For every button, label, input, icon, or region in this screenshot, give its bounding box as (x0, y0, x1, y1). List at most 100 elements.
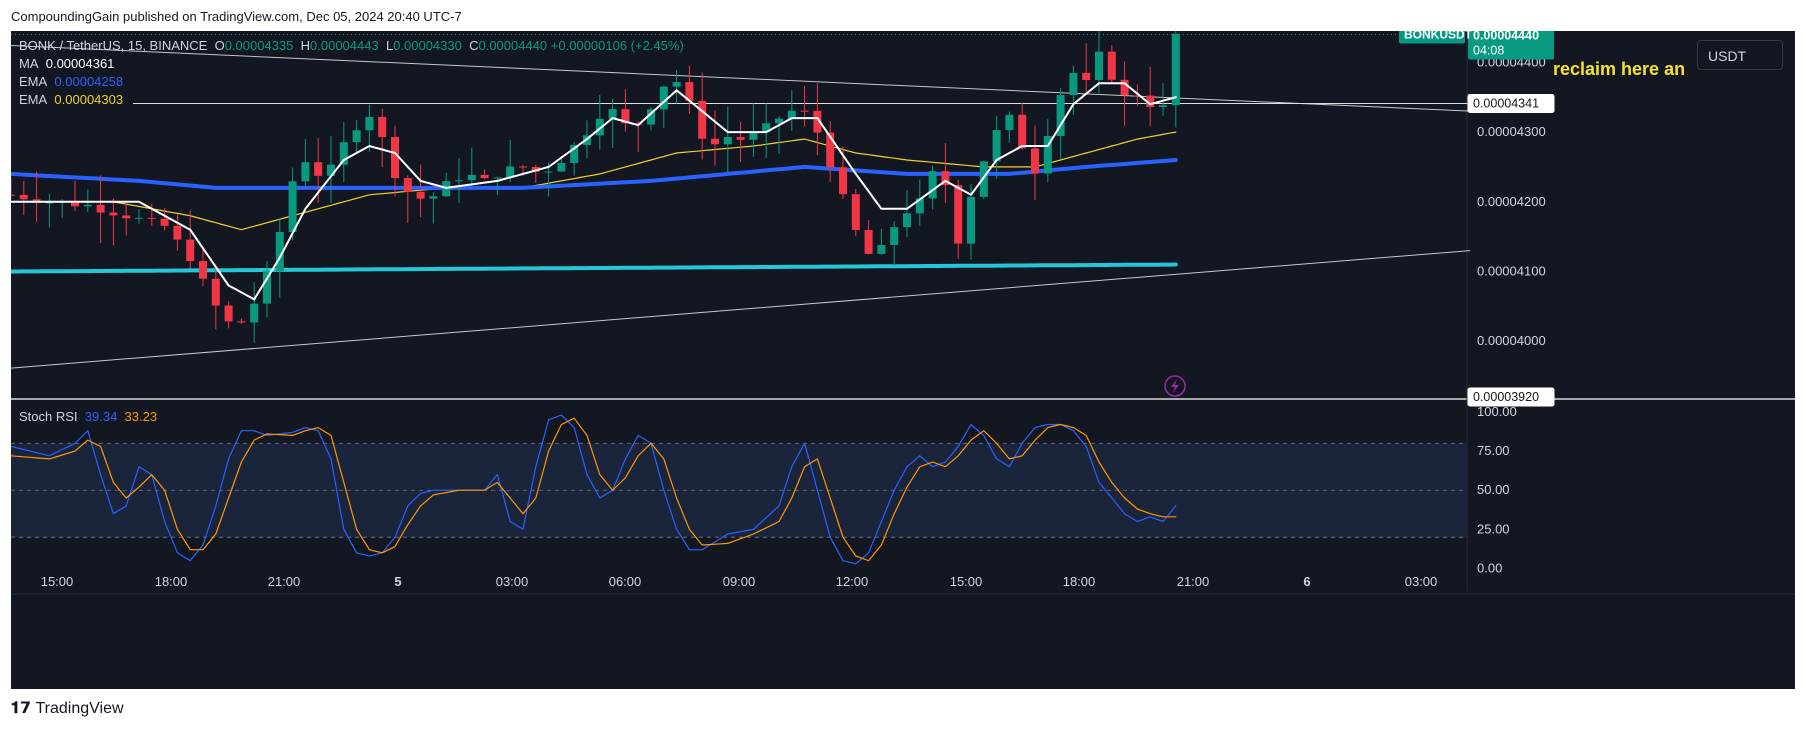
candle-up (1056, 95, 1065, 137)
candle-down (160, 218, 169, 226)
candle-down (237, 321, 246, 323)
candle-down (378, 117, 387, 138)
candle-up (467, 174, 476, 181)
candle-up (672, 82, 681, 87)
time-tick-label: 21:00 (1177, 574, 1210, 589)
low-price-tag: 0.00003920 (1473, 390, 1539, 404)
candle-down (864, 229, 873, 254)
open-label: O (214, 38, 225, 53)
candle-down (826, 132, 835, 168)
candle-down (1018, 114, 1027, 149)
candle-down (851, 194, 860, 230)
stoch-d-line (11, 417, 1177, 562)
price-tick-label: 0.00004300 (1477, 124, 1546, 139)
tradingview-logo[interactable]: 𝟏𝟳 TradingView (11, 698, 124, 718)
candle-down (531, 166, 540, 172)
candle-up (608, 109, 617, 119)
price-tick-label: 0.00004100 (1477, 264, 1546, 279)
price-tick-label: 0.00004000 (1477, 333, 1546, 348)
time-tick-label: 6 (1303, 574, 1310, 589)
indicator-ema-yellow[interactable]: EMA 0.00004303 (19, 92, 123, 107)
candle-up (493, 177, 502, 179)
candle-up (263, 271, 271, 304)
candle-down (147, 217, 156, 219)
candle-up (250, 303, 259, 323)
candle-up (429, 196, 438, 199)
candle-up (557, 163, 566, 172)
close-label: C (469, 38, 479, 53)
candle-up (570, 144, 579, 164)
currency-button[interactable]: USDT (1697, 40, 1783, 70)
candle-up (1043, 136, 1052, 174)
candle-up (365, 117, 374, 131)
candle-up (506, 166, 515, 178)
candle-up (83, 204, 92, 207)
indicator-ema-blue[interactable]: EMA 0.00004258 (19, 74, 123, 89)
candle-up (595, 118, 604, 136)
open-value: 0.00004335 (224, 38, 294, 53)
candle-down (954, 185, 963, 244)
stoch-tick-label: 100.00 (1477, 404, 1517, 419)
candle-down (1146, 95, 1155, 108)
candle-down (1031, 148, 1039, 174)
candle-down (416, 191, 425, 199)
candle-down (211, 278, 220, 306)
ma-label: MA (19, 56, 39, 71)
countdown-tag: 04:08 (1473, 43, 1504, 57)
candle-up (45, 202, 54, 204)
high-value: 0.00004443 (310, 38, 379, 53)
ema-yellow-label: EMA (19, 92, 48, 107)
symbol-legend[interactable]: BONK / TetherUS, 15, BINANCE O0.00004335… (19, 38, 684, 53)
lightning-icon (1164, 375, 1186, 397)
time-tick-label: 15:00 (950, 574, 983, 589)
candle-down (711, 138, 719, 145)
annotation-text: reclaim here an (1553, 59, 1686, 79)
low-price-tag-box (1467, 387, 1555, 407)
candle-down (19, 194, 28, 200)
candle-down (403, 178, 412, 192)
chart-frame[interactable]: 0.00004000 0.00004100 0.00004200 0.00004300… (11, 31, 1795, 689)
level-price-tag-box (1467, 94, 1555, 114)
level-price-tag: 0.00004341 (1473, 97, 1539, 111)
candle-down (1120, 79, 1129, 96)
indicator-ma[interactable]: MA 0.00004361 (19, 56, 114, 71)
time-tick-label: 03:00 (496, 574, 529, 589)
stoch-legend[interactable]: Stoch RSI 39.34 33.23 (19, 409, 157, 424)
candle-up (762, 123, 771, 133)
stoch-tick-label: 75.00 (1477, 443, 1510, 458)
price-chart[interactable]: 0.00004000 0.00004100 0.00004200 0.00004300… (11, 31, 1795, 689)
candle-up (877, 245, 886, 254)
candle-down (314, 162, 323, 176)
candle-up (775, 118, 783, 124)
time-tick-label: 15:00 (41, 574, 74, 589)
candle-up (288, 181, 297, 233)
candle-up (352, 130, 361, 143)
close-value: 0.00004440 (478, 38, 548, 53)
tv-logo-icon: 𝟏𝟳 (11, 700, 32, 717)
candle-down (224, 305, 233, 322)
time-tick-label: 09:00 (723, 574, 756, 589)
candle-up (135, 217, 143, 219)
ma-value: 0.00004361 (45, 56, 115, 71)
stoch-k-value: 39.34 (84, 409, 118, 424)
time-tick-label: 5 (394, 574, 401, 589)
symbol-name: BONK / TetherUS, 15, BINANCE (19, 38, 208, 53)
stoch-tick-label: 25.00 (1477, 521, 1510, 536)
candle-up (787, 110, 796, 119)
candle-down (199, 261, 207, 279)
candle-up (903, 213, 911, 228)
current-price-box (1468, 31, 1554, 60)
candle-down (941, 171, 950, 186)
candle-down (1082, 72, 1091, 81)
candle-up (275, 232, 284, 272)
candle-down (71, 201, 79, 207)
candle-down (698, 100, 707, 139)
candle-down (122, 215, 131, 219)
current-price-tag: 0.00004440 (1473, 31, 1539, 42)
stoch-k-line (11, 414, 1177, 565)
candle-up (544, 171, 553, 173)
time-tick-label: 21:00 (268, 574, 301, 589)
candle-up (647, 109, 655, 125)
candle-down (685, 82, 694, 101)
trend-line (11, 250, 1471, 369)
